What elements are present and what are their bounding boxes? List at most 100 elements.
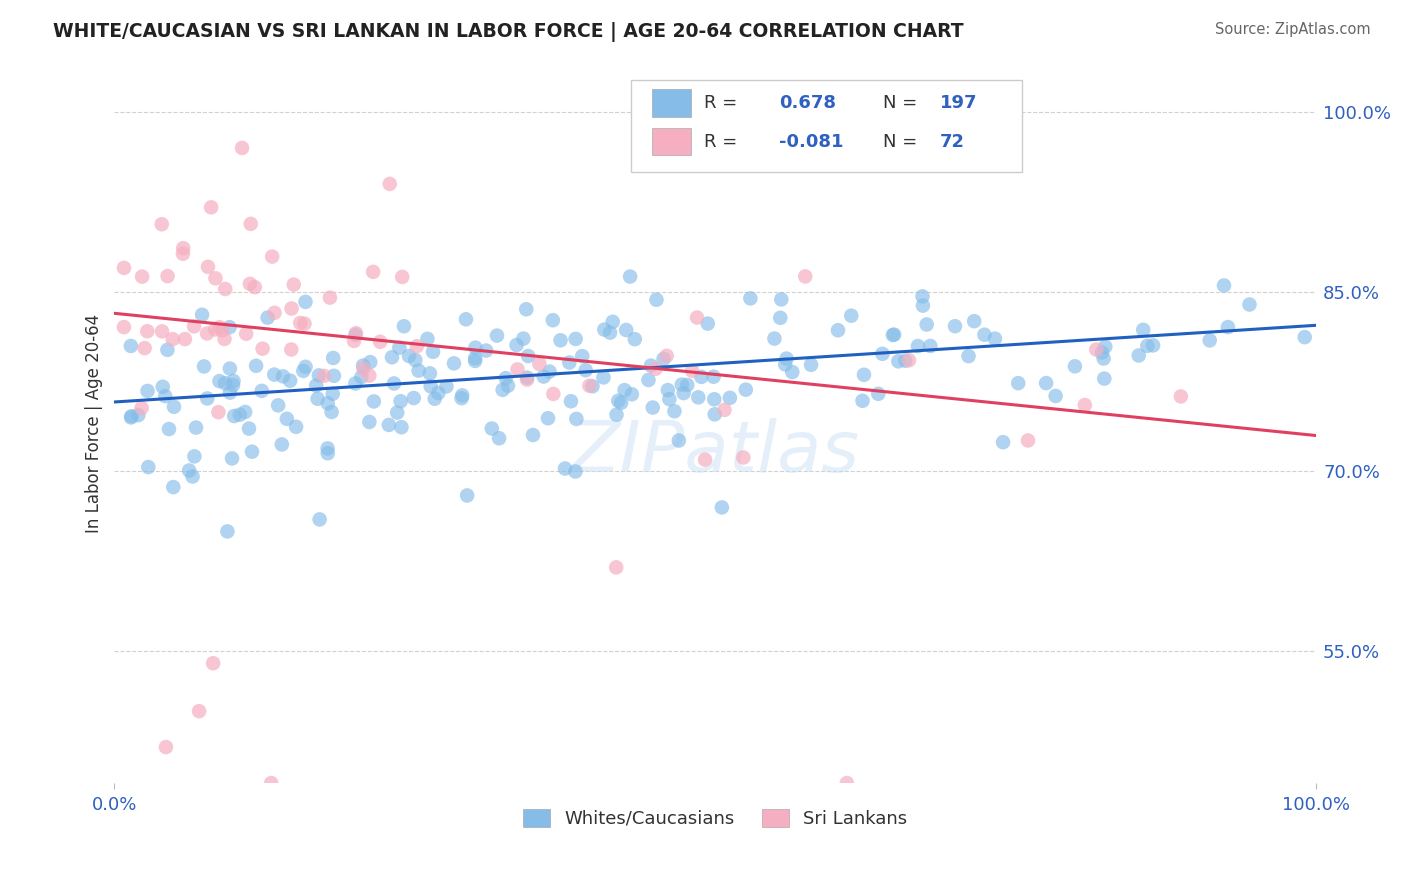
Point xyxy=(112,320,135,334)
Point xyxy=(593,323,616,337)
Point xyxy=(1094,340,1116,354)
Point xyxy=(957,349,980,363)
Point xyxy=(238,421,260,435)
Point xyxy=(1294,330,1316,344)
Point xyxy=(419,379,441,393)
FancyBboxPatch shape xyxy=(631,80,1022,172)
Point xyxy=(839,309,862,323)
Point xyxy=(495,371,517,385)
Point xyxy=(915,318,938,332)
Point xyxy=(163,400,186,414)
Point xyxy=(481,421,503,435)
Point xyxy=(204,322,226,336)
Point xyxy=(218,361,240,376)
Point xyxy=(516,370,538,384)
Point xyxy=(592,370,614,384)
Point xyxy=(773,357,796,371)
Point xyxy=(381,351,404,365)
Point xyxy=(312,368,335,383)
Point xyxy=(120,339,142,353)
Point xyxy=(734,383,756,397)
Point xyxy=(391,420,413,434)
Point xyxy=(851,393,873,408)
Point xyxy=(443,356,465,370)
Point xyxy=(1132,323,1154,337)
Point xyxy=(450,391,472,405)
Point xyxy=(676,378,699,392)
Point xyxy=(852,368,875,382)
Point xyxy=(827,323,849,337)
Point xyxy=(392,319,415,334)
Point xyxy=(515,302,537,317)
Point xyxy=(1128,349,1150,363)
Point xyxy=(1216,320,1239,334)
Point xyxy=(207,405,229,419)
Point xyxy=(907,339,929,353)
Point xyxy=(516,373,538,387)
Point xyxy=(197,260,219,274)
Point xyxy=(131,269,153,284)
Point xyxy=(607,393,630,408)
Point xyxy=(184,420,207,434)
Point xyxy=(464,341,486,355)
Point xyxy=(920,339,942,353)
Point xyxy=(733,450,755,465)
Point xyxy=(239,277,262,291)
Point xyxy=(1142,338,1164,352)
Point xyxy=(883,327,905,342)
Point xyxy=(575,363,598,377)
Point xyxy=(718,391,741,405)
Y-axis label: In Labor Force | Age 20-64: In Labor Force | Age 20-64 xyxy=(86,314,103,533)
Point xyxy=(657,383,679,397)
Point xyxy=(382,376,405,391)
Point xyxy=(1074,398,1097,412)
Point xyxy=(263,368,285,382)
Point xyxy=(898,353,921,368)
Point xyxy=(599,326,621,340)
Point xyxy=(316,442,339,456)
Point xyxy=(278,374,301,388)
Point xyxy=(243,280,266,294)
Point xyxy=(112,260,135,275)
Point xyxy=(1239,297,1261,311)
Point xyxy=(681,364,703,378)
Point xyxy=(256,310,278,325)
Point xyxy=(703,369,725,384)
Point xyxy=(533,369,555,384)
Point xyxy=(363,394,385,409)
Point xyxy=(172,241,194,255)
Point xyxy=(321,405,343,419)
Point xyxy=(292,364,315,378)
Point xyxy=(512,332,534,346)
Point xyxy=(911,289,934,303)
Point xyxy=(560,394,582,409)
Point xyxy=(361,265,384,279)
Point xyxy=(991,435,1014,450)
Point xyxy=(868,387,890,401)
Point xyxy=(688,390,710,404)
Point xyxy=(671,377,693,392)
Point xyxy=(488,431,510,445)
Point xyxy=(710,500,733,515)
Point xyxy=(136,384,159,398)
Point xyxy=(280,343,302,357)
Point xyxy=(605,560,627,574)
Point xyxy=(423,392,446,406)
Point xyxy=(174,332,197,346)
Point xyxy=(554,461,576,475)
Point xyxy=(307,392,329,406)
Point xyxy=(402,391,425,405)
Point xyxy=(613,383,636,397)
Point xyxy=(136,324,159,338)
Point xyxy=(389,394,412,409)
Bar xyxy=(651,89,692,117)
Point xyxy=(343,334,366,348)
Point xyxy=(152,380,174,394)
Point xyxy=(188,704,211,718)
Point xyxy=(290,316,312,330)
Point xyxy=(344,326,367,341)
Point xyxy=(911,299,934,313)
Point xyxy=(620,387,643,401)
Point xyxy=(285,419,308,434)
Point xyxy=(308,368,330,383)
